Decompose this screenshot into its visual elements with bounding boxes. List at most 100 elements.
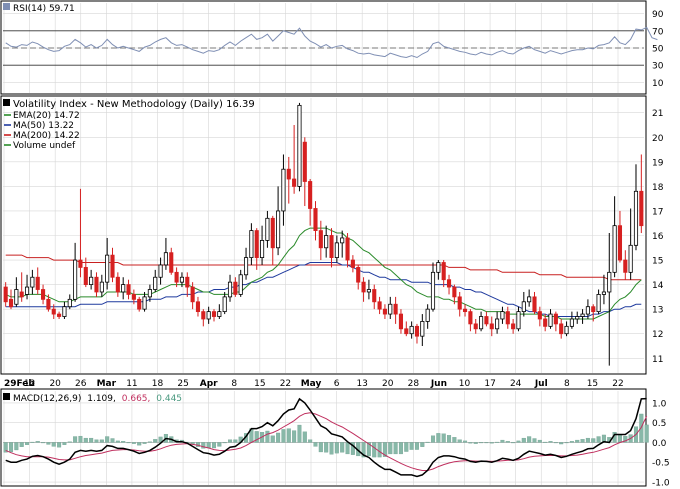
date-tick-label: Mar [97,379,117,389]
macd-hist-bar [147,441,152,443]
candle-down [452,286,457,298]
candle-up [99,281,104,293]
candle-up [516,311,521,330]
candle-up [500,311,505,320]
macd-hist-bar [206,442,211,449]
date-tick-label: 15 [254,379,265,389]
rsi-frame [0,0,647,95]
candle-up [227,281,233,298]
macd-hist-bar [511,442,516,444]
macd-label-signal: 0.665, [122,394,151,404]
candle-up [628,244,633,273]
macd-hist-bar [270,435,275,443]
macd-hist-bar [73,436,78,443]
date-tick-label: 25 [177,379,188,389]
price-tick-label: 11 [652,355,663,365]
candle-down [511,323,516,330]
candle-down [126,284,131,295]
macd-hist-bar [254,431,259,443]
candle-up [612,225,617,273]
rsi-legend-swatch [3,3,10,10]
macd-tick-label: -0.5 [652,459,670,469]
price-frame [0,95,647,375]
candle-up [105,254,110,283]
candle-up [425,308,430,322]
candle-down [441,262,446,281]
candle-down [505,311,510,325]
price-tick-label: 19 [652,158,664,168]
macd-hist-bar [281,429,286,443]
macd-hist-bar [430,435,436,443]
candle-up [607,271,612,293]
price-tick-label: 14 [652,281,664,291]
candle-down [446,279,452,288]
date-tick-label: 11 [126,379,137,389]
price-tick-label: 13 [652,306,663,316]
date-tick-label: 20 [49,379,61,389]
candle-down [489,323,494,330]
price-legend-swatch [3,99,10,106]
ema20-line [5,227,642,320]
candle-down [94,276,99,293]
rsi-tick-label: 70 [652,27,664,37]
macd-hist-bar [447,435,452,443]
macd-hist-bar [67,441,72,443]
macd-hist-bar [329,442,334,455]
candle-down [462,308,468,313]
macd-hist-bar [644,424,649,443]
macd-hist-bar [575,439,580,443]
macd-hist-bar [131,442,136,444]
macd-hist-bar [308,439,313,443]
candle-up [142,296,147,310]
macd-label-hist: 0.445 [156,394,182,404]
macd-hist-bar [334,442,339,454]
macd-ticks: 1.0 0.5 0.0 -0.5 -1.0 [652,399,670,488]
candle-down [639,190,644,227]
macd-hist-bar [398,442,403,455]
candle-down [131,294,136,300]
candle-up [276,210,281,249]
macd-hist-bar [420,442,425,447]
macd-label-value: 1.109, [87,394,116,404]
macd-hist-bar [121,441,126,443]
candle-down [473,323,478,330]
macd-hist-bar [553,442,558,444]
candle-down [8,298,14,308]
macd-hist-bar [99,439,104,443]
macd-hist-bar [468,442,473,444]
price-tick-label: 17 [652,207,663,217]
rsi-grid [3,3,644,93]
candle-up [366,289,371,293]
macd-hist-bar [473,442,478,444]
macd-hist-bar [463,440,468,443]
macd-hist-bar [388,442,393,455]
macd-hist-bar [57,442,62,448]
macd-hist-bar [302,431,307,443]
date-tick-label: 26 [75,379,87,389]
macd-hist-bar [297,424,302,443]
macd-hist-bar [313,442,318,447]
macd-panel: 1.0 0.5 0.0 -0.5 -1.0 MACD(12,26,9) 1.109, 0… [0,388,670,489]
macd-hist-bar [484,442,489,444]
macd-hist-bar [564,442,569,444]
candle-down [185,276,190,288]
candle-down [356,267,361,283]
macd-hist-bar [569,441,574,443]
macd-hist-bar [3,442,8,453]
rsi-ticks: 90 70 50 30 10 [652,10,664,89]
candle-down [211,311,217,317]
macd-hist-bar [345,442,350,455]
macd-hist-bar [639,413,644,443]
macd-hist-bar [366,442,371,457]
date-tick-label: 28 [408,379,420,389]
macd-hist-bar [543,441,548,443]
candle-up [580,313,585,317]
candle-up [243,257,249,276]
candle-down [345,237,350,261]
candle-down [393,303,398,315]
candle-down [286,168,291,180]
macd-hist-bar [393,442,398,455]
date-tick-label: Apr [200,379,218,389]
